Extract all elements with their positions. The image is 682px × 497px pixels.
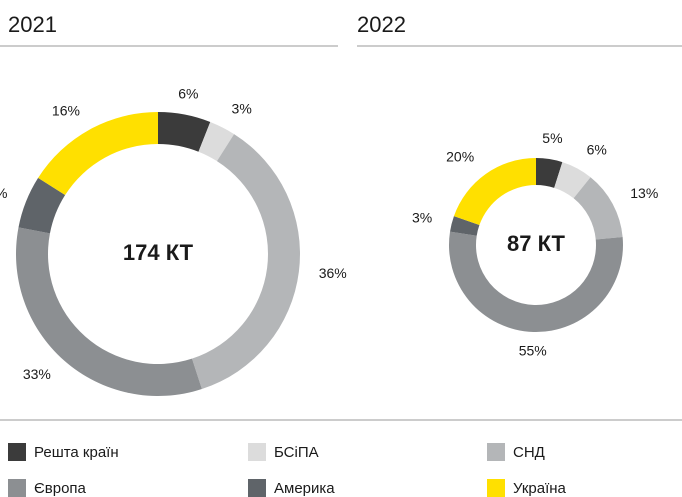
legend-swatch (248, 443, 266, 461)
center-label: 174 КТ (123, 240, 194, 265)
donut-segment (554, 162, 591, 199)
legend-label: СНД (513, 444, 545, 461)
legend-swatch (8, 443, 26, 461)
chart-title: 2022 (357, 12, 406, 37)
donut-segment (448, 231, 623, 333)
donut-segment (191, 134, 300, 390)
data-label: 13% (630, 185, 658, 201)
donut-segment (158, 112, 211, 152)
donut-segment (198, 121, 235, 162)
donut-segment (453, 158, 536, 226)
legend-swatch (8, 479, 26, 497)
data-label: 6% (178, 86, 198, 102)
data-label: 3% (412, 210, 432, 226)
donut-segment (450, 216, 480, 236)
center-label: 87 КТ (507, 231, 566, 256)
data-label: 20% (446, 148, 474, 164)
chart-title: 2021 (8, 12, 57, 37)
legend-swatch (487, 479, 505, 497)
donut-segment (536, 158, 563, 188)
data-label: 55% (519, 343, 547, 359)
data-label: 6% (0, 185, 7, 201)
data-label: 3% (232, 100, 252, 116)
data-label: 33% (23, 366, 51, 382)
data-label: 5% (542, 130, 562, 146)
legend-label: Решта країн (34, 444, 119, 461)
donut-segment (18, 177, 66, 234)
data-label: 36% (319, 265, 347, 281)
legend-label: Європа (34, 480, 87, 497)
data-label: 16% (52, 103, 80, 119)
donut-segment (38, 112, 158, 196)
legend-label: Україна (513, 480, 567, 497)
donut-segment (573, 177, 623, 240)
legend-swatch (487, 443, 505, 461)
legend-label: Америка (274, 480, 335, 497)
donut-segment (16, 227, 202, 396)
legend-label: БСіПА (274, 444, 319, 461)
data-label: 6% (587, 141, 607, 157)
legend-swatch (248, 479, 266, 497)
